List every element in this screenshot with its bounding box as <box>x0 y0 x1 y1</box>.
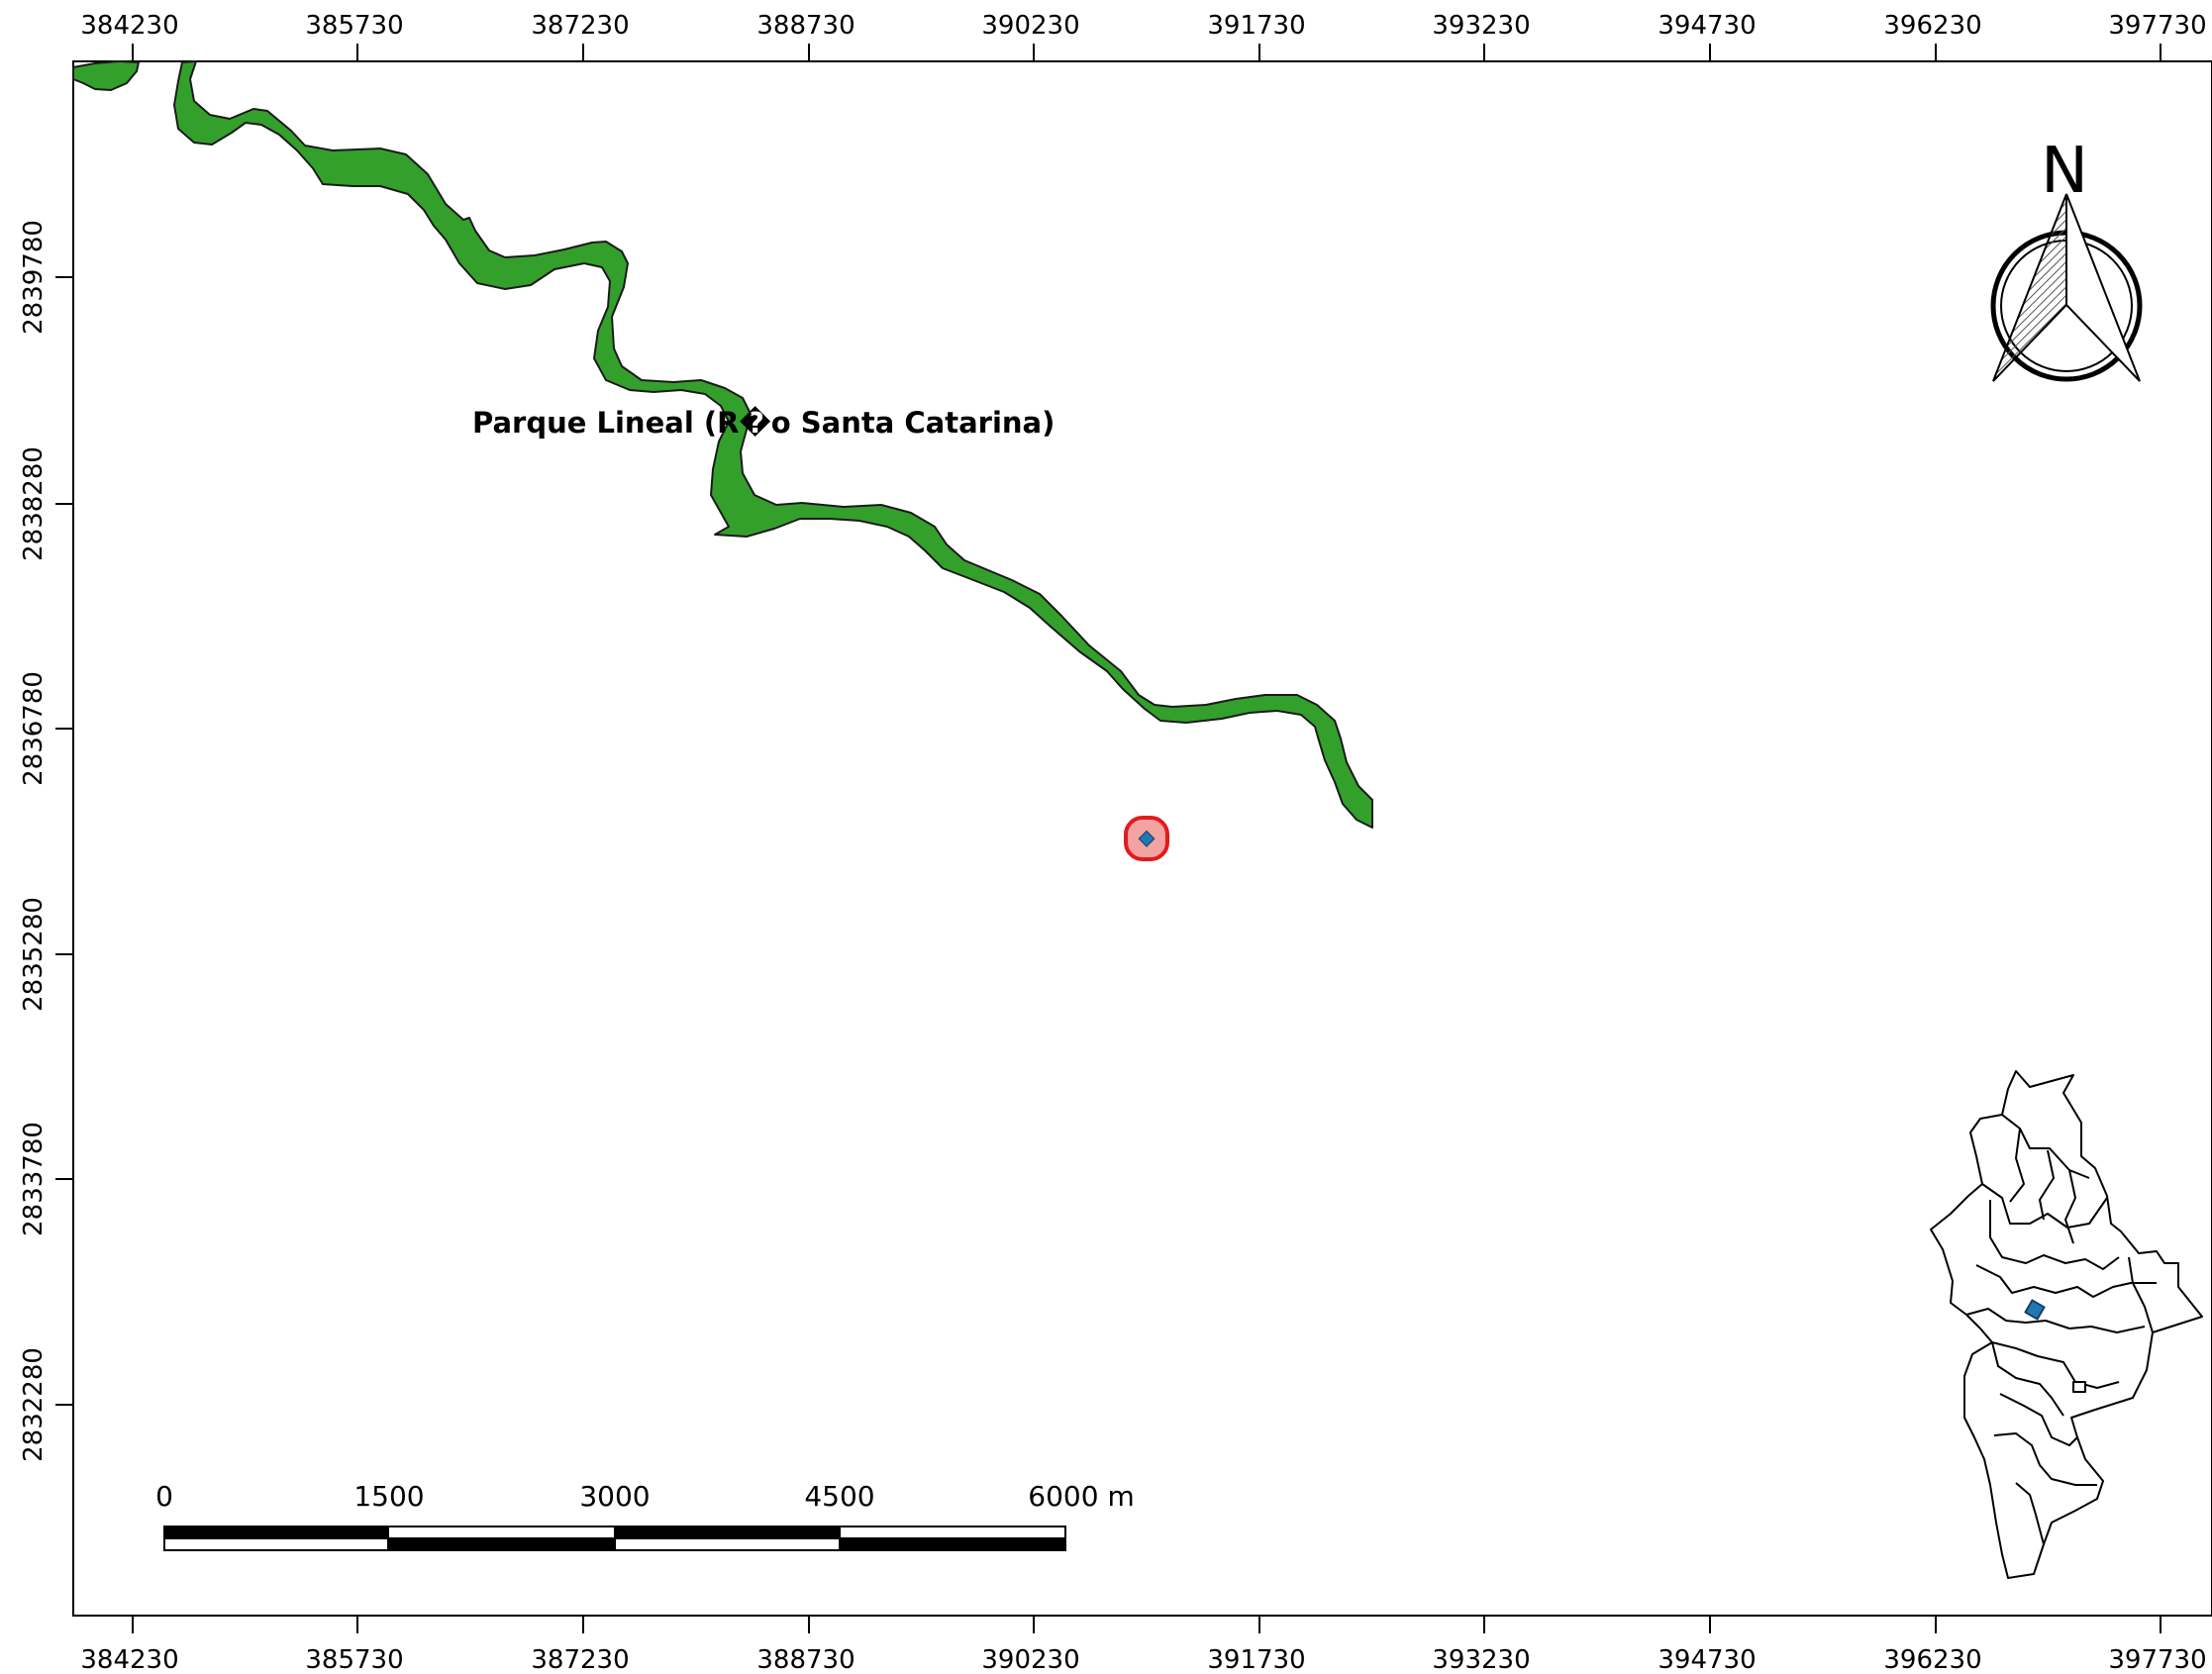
y-tick-label: 2836780 <box>19 671 49 786</box>
x-tick-label: 384230 <box>80 11 178 41</box>
site-marker <box>1124 816 1169 861</box>
x-tick-label: 393230 <box>1432 1645 1530 1674</box>
river-polygon-layer <box>72 60 1373 829</box>
x-tick-label: 387230 <box>531 11 629 41</box>
scale-label: 1500 <box>353 1480 424 1513</box>
x-tick-label: 396230 <box>1883 1645 1981 1674</box>
x-tick-label: 390230 <box>981 1645 1079 1674</box>
x-tick-label: 397730 <box>2108 1645 2206 1674</box>
locator-highlight <box>2024 1299 2046 1321</box>
y-tick-label: 2835280 <box>19 897 49 1012</box>
north-arrow-icon: N <box>1990 135 2143 382</box>
x-tick-label: 397730 <box>2108 11 2206 41</box>
x-tick-label: 385730 <box>305 11 403 41</box>
y-tick-label: 2833780 <box>19 1122 49 1236</box>
y-tick-label: 2832280 <box>19 1347 49 1462</box>
map-frame <box>72 60 2212 1617</box>
x-axis-top: 384230 385730 387230 388730 390230 39173… <box>80 11 2207 61</box>
river-label: Parque Lineal (R�o Santa Catarina) <box>472 406 1055 440</box>
x-tick-label: 394730 <box>1658 1645 1756 1674</box>
x-tick-label: 385730 <box>305 1645 403 1674</box>
x-tick-label: 387230 <box>531 1645 629 1674</box>
river-polygon <box>173 60 1373 829</box>
x-tick-label: 388730 <box>756 1645 855 1674</box>
x-tick-label: 393230 <box>1432 11 1530 41</box>
x-tick-label: 396230 <box>1883 11 1981 41</box>
x-tick-label: 388730 <box>756 11 855 41</box>
north-label: N <box>2041 135 2088 208</box>
y-tick-label: 2839780 <box>19 220 49 335</box>
scale-label: 0 <box>155 1480 173 1513</box>
scale-label: 3000 <box>579 1480 650 1513</box>
x-tick-label: 390230 <box>981 11 1079 41</box>
scale-label: 4500 <box>804 1480 874 1513</box>
site-point <box>1138 830 1156 847</box>
x-tick-label: 384230 <box>80 1645 178 1674</box>
x-tick-label: 391730 <box>1207 1645 1305 1674</box>
scale-bar: 0 1500 3000 4500 6000 m <box>155 1480 1135 1551</box>
y-tick-label: 2838280 <box>19 446 49 561</box>
x-tick-label: 391730 <box>1207 11 1305 41</box>
x-axis-bottom: 384230 385730 387230 388730 390230 39173… <box>80 1616 2207 1674</box>
locator-inset-map <box>1930 1070 2203 1579</box>
river-polygon-fragment <box>72 60 140 91</box>
x-tick-label: 394730 <box>1658 11 1756 41</box>
y-axis-left: 2839780 2838280 2836780 2835280 2833780 … <box>19 220 73 1462</box>
scale-label: 6000 m <box>1028 1480 1134 1513</box>
